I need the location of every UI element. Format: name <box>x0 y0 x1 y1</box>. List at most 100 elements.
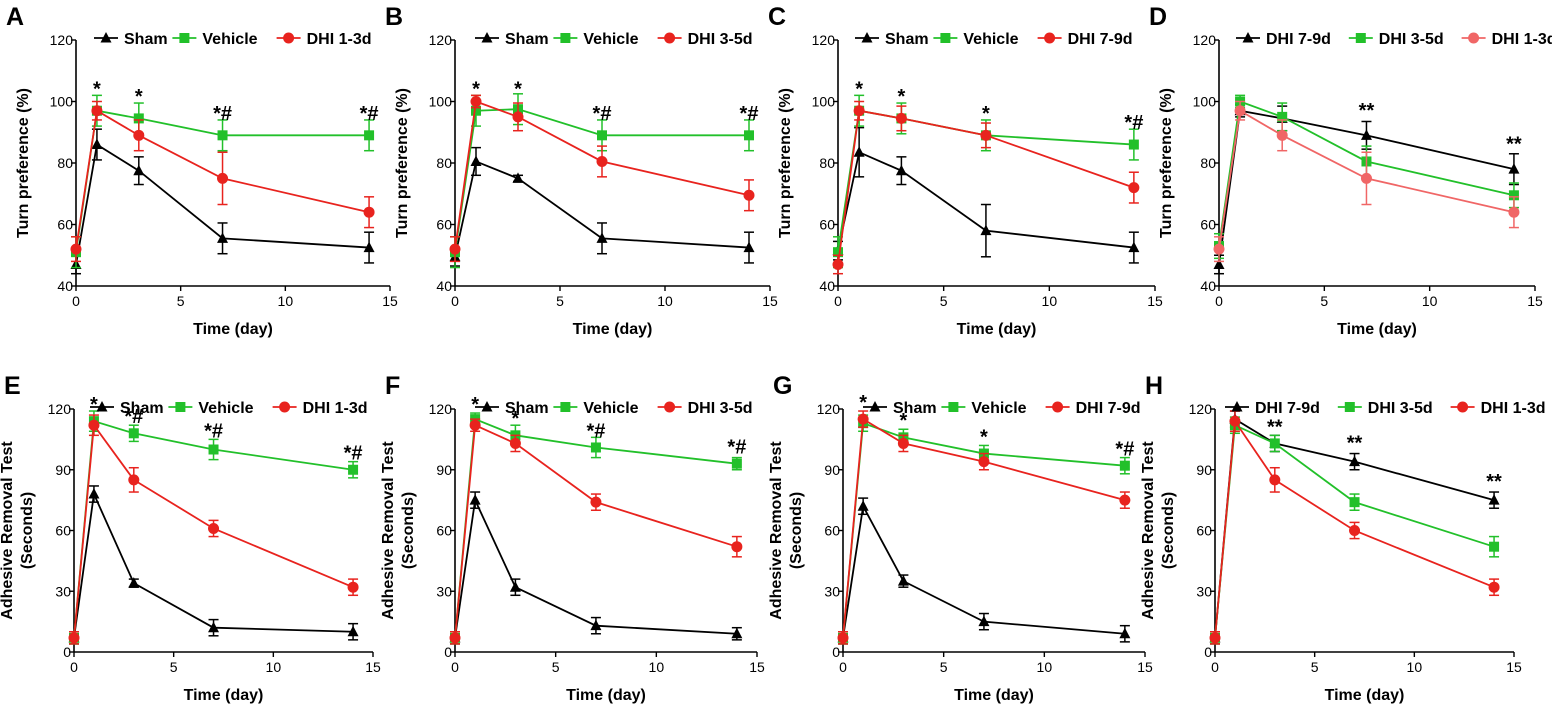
data-point <box>980 129 992 141</box>
significance-mark: * <box>90 394 98 416</box>
data-point <box>1209 632 1221 644</box>
data-point <box>1488 494 1500 505</box>
legend-label: Sham <box>124 31 168 48</box>
data-point <box>471 105 481 116</box>
x-tick-label: 0 <box>70 659 78 675</box>
y-tick-label: 0 <box>444 644 452 660</box>
significance-mark: ** <box>1486 471 1502 493</box>
legend-label: DHI 1-3d <box>1492 31 1552 48</box>
data-point <box>1213 243 1225 255</box>
data-point <box>133 164 145 176</box>
legend-item: DHI 3-5d <box>1348 31 1444 48</box>
y-tick-label: 120 <box>817 401 841 417</box>
panel-letter: B <box>385 3 403 31</box>
x-tick-label: 0 <box>451 293 459 309</box>
significance-mark: *# <box>344 443 363 465</box>
y-tick-label: 40 <box>1200 278 1216 294</box>
significance-mark: * <box>512 408 520 430</box>
series-line <box>73 490 354 638</box>
panel-letter: F <box>385 372 400 400</box>
data-point <box>348 464 359 475</box>
data-point <box>70 243 82 255</box>
legend-item: Vehicle <box>553 31 639 48</box>
panel-G: G 0 30 60 90 120 0 5 10 15 Time (day) Adhesive Remo… <box>768 372 1153 704</box>
data-point <box>1349 497 1360 508</box>
data-point <box>1508 206 1520 218</box>
data-point <box>857 413 869 425</box>
y-tick-label: 0 <box>832 644 840 660</box>
panel-A: A 40 60 80 100 120 0 5 10 15 Time (day) Turn prefer… <box>6 3 398 338</box>
data-point <box>895 164 907 176</box>
data-point <box>897 575 909 586</box>
data-point <box>1488 581 1500 593</box>
legend-label: DHI 3-5d <box>688 400 753 417</box>
legend-marker <box>861 32 873 43</box>
x-tick-label: 5 <box>940 293 948 309</box>
x-axis-label: Time (day) <box>573 321 653 338</box>
y-tick-label: 60 <box>1200 217 1216 233</box>
data-point <box>853 146 865 157</box>
significance-mark: *# <box>740 103 759 125</box>
x-tick-label: 15 <box>1137 659 1153 675</box>
data-point <box>590 619 602 631</box>
y-axis-label: Adhesive Removal Test <box>768 441 785 620</box>
legend-label: DHI 1-3d <box>1481 400 1546 417</box>
data-point <box>857 500 869 511</box>
y-axis-label: Adhesive Removal Test <box>1140 441 1157 620</box>
legend-marker <box>96 401 108 412</box>
x-tick-label: 5 <box>552 659 560 675</box>
data-point <box>1360 129 1372 140</box>
x-tick-label: 10 <box>657 293 673 309</box>
data-point <box>128 428 139 439</box>
y-tick-label: 60 <box>436 217 452 233</box>
series-dhi-1-3d <box>1213 100 1520 263</box>
legend-marker <box>1344 402 1355 412</box>
data-point <box>1213 258 1225 269</box>
y-tick-label: 90 <box>436 462 452 478</box>
series-dhi-7-9d <box>837 410 1131 645</box>
legend-label: Vehicle <box>198 400 253 417</box>
y-tick-label: 30 <box>824 583 840 599</box>
y-tick-label: 30 <box>1196 583 1212 599</box>
x-axis-label: Time (day) <box>957 321 1037 338</box>
panel-E: E 0 30 60 90 120 0 5 10 15 Time (day) Adhesive Remo… <box>0 372 381 704</box>
series-vehicle <box>450 412 742 645</box>
panel-B: B 40 60 80 100 120 0 5 10 15 Time (day) Turn prefer… <box>385 3 778 338</box>
panel-D: D 40 60 80 100 120 0 5 10 15 Time (day) Turn prefer… <box>1149 3 1552 338</box>
legend-marker <box>1231 401 1243 412</box>
legend-item: DHI 3-5d <box>1337 400 1433 417</box>
significance-mark: * <box>980 426 988 448</box>
data-point <box>1128 139 1139 150</box>
significance-mark: * <box>900 410 908 432</box>
x-tick-label: 5 <box>1320 293 1328 309</box>
legend-marker <box>481 401 493 412</box>
legend-item: Sham <box>94 31 168 48</box>
panel-letter: C <box>768 3 786 31</box>
y-tick-label: 80 <box>1200 155 1216 171</box>
x-tick-label: 15 <box>365 659 381 675</box>
legend-label: DHI 7-9d <box>1068 31 1133 48</box>
y-tick-label: 40 <box>57 278 73 294</box>
y-axis-label: Turn preference (%) <box>1158 88 1175 238</box>
data-point <box>1508 190 1519 201</box>
x-tick-label: 0 <box>1215 293 1223 309</box>
data-point <box>363 206 375 218</box>
data-point <box>590 442 601 453</box>
y-tick-label: 120 <box>50 32 74 48</box>
x-tick-label: 15 <box>762 293 778 309</box>
legend-item: DHI 7-9d <box>1225 400 1320 417</box>
panel-H: H 0 30 60 90 120 0 5 10 15 Time (day) Adhesive Remo… <box>1140 372 1546 704</box>
series-dhi-1-3d <box>68 414 359 645</box>
significance-mark: * <box>135 86 143 108</box>
legend-marker <box>948 402 959 412</box>
significance-mark: ** <box>1359 100 1375 122</box>
legend-label: DHI 3-5d <box>1368 400 1433 417</box>
legend-label: DHI 3-5d <box>1379 31 1444 48</box>
legend-marker <box>664 32 676 44</box>
series-sham <box>837 497 1131 645</box>
y-tick-label: 60 <box>436 523 452 539</box>
data-point <box>133 129 145 141</box>
y-tick-label: 80 <box>819 155 835 171</box>
legend-marker <box>1355 33 1366 43</box>
